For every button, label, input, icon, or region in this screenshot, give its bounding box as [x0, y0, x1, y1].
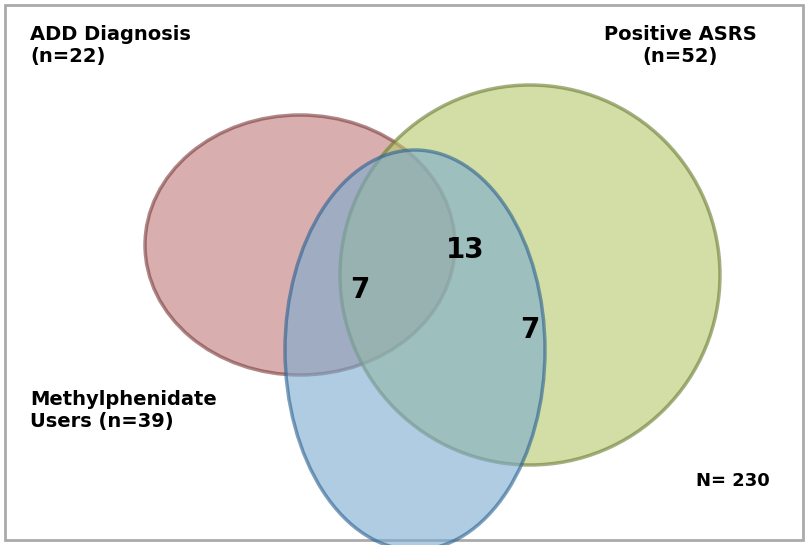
Text: ADD Diagnosis
(n=22): ADD Diagnosis (n=22) [30, 25, 191, 66]
Text: Positive ASRS
(n=52): Positive ASRS (n=52) [604, 25, 756, 66]
Ellipse shape [340, 85, 720, 465]
Ellipse shape [285, 150, 545, 545]
Text: 7: 7 [520, 316, 540, 344]
Text: N= 230: N= 230 [696, 472, 770, 490]
Text: Methylphenidate
Users (n=39): Methylphenidate Users (n=39) [30, 390, 217, 431]
Ellipse shape [145, 115, 455, 375]
Text: 7: 7 [351, 276, 370, 304]
Text: 13: 13 [446, 236, 484, 264]
